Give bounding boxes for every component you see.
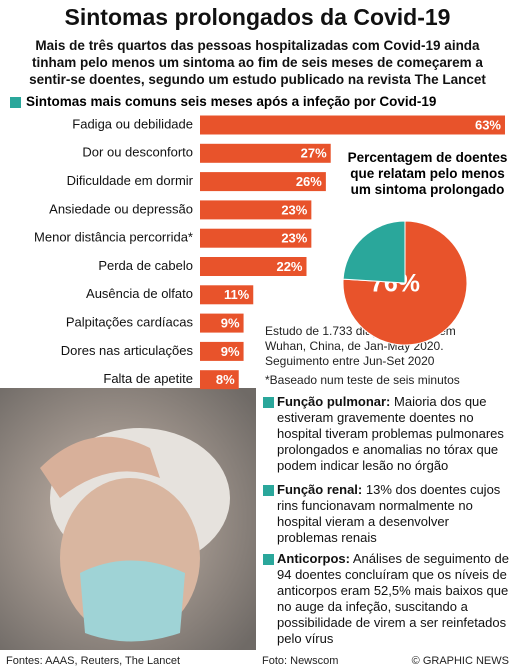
pie-slice: [342, 220, 406, 284]
category-label: Dificuldade em dormir: [67, 173, 194, 188]
finding-text: Análises de seguimento de 94 doentes con…: [277, 551, 509, 646]
bar: [200, 257, 307, 276]
bar: [200, 313, 244, 333]
value-label: 22%: [276, 259, 302, 274]
bar: [200, 285, 254, 305]
value-label: 8%: [216, 372, 235, 387]
value-label: 23%: [281, 231, 307, 246]
category-label: Perda de cabelo: [98, 258, 193, 273]
value-label: 63%: [475, 117, 501, 132]
finding-heading: Anticorpos:: [277, 551, 350, 566]
title: Sintomas prolongados da Covid-19: [64, 4, 451, 30]
category-label: Ansiedade ou depressão: [49, 201, 193, 216]
bar: [200, 115, 505, 135]
value-label: 26%: [296, 174, 322, 189]
category-label: Ausência de olfato: [86, 286, 193, 301]
footnote: *Baseado num teste de seis minutos: [265, 373, 460, 387]
category-label: Dores nas articulações: [61, 343, 194, 358]
bar: [200, 200, 312, 220]
category-label: Palpitações cardíacas: [66, 315, 194, 330]
value-label: 27%: [301, 146, 327, 161]
teal-square: [263, 397, 274, 408]
charts: Fadiga ou debilidade 63% Dor ou desconfort…: [34, 115, 505, 390]
value-label: 9%: [221, 344, 240, 359]
teal-square: [263, 554, 274, 565]
category-label: Falta de apetite: [103, 371, 193, 386]
finding-text: Maioria dos que estiveram gravemente doe…: [277, 394, 504, 473]
finding-heading: Função pulmonar:: [277, 394, 391, 409]
value-label: 9%: [221, 316, 240, 331]
finding: Função pulmonar: Maioria dos que estiver…: [262, 394, 510, 474]
bar: [200, 370, 239, 390]
pie-chart-title: Percentagem de doentes que relatam pelo …: [347, 150, 508, 197]
finding-text: 13% dos doentes cujos rins funcionavam n…: [277, 482, 501, 545]
category-label: Dor ou desconforto: [82, 145, 193, 160]
finding: Anticorpos: Análises de seguimento de 94…: [262, 551, 510, 647]
finding-heading: Função renal:: [277, 482, 363, 497]
teal-square: [263, 485, 274, 496]
sources: Fontes: AAAS, Reuters, The Lancet: [6, 655, 181, 667]
category-label: Fadiga ou debilidade: [72, 116, 193, 131]
bar: [200, 172, 326, 192]
bar: [200, 228, 312, 248]
photo-credit: Foto: Newscom: [262, 655, 339, 667]
bar: [200, 341, 244, 361]
credit: © GRAPHIC NEWS: [411, 655, 509, 667]
subtitle: Mais de três quartos das pessoas hospita…: [29, 38, 486, 87]
value-label: 11%: [224, 287, 250, 302]
bar-chart-title: Sintomas mais comuns seis meses após a i…: [26, 94, 437, 109]
finding: Função renal: 13% dos doentes cujos rins…: [262, 482, 510, 546]
bar: [200, 143, 331, 163]
value-label: 23%: [281, 202, 307, 217]
teal-square: [10, 97, 21, 108]
photo: [0, 388, 256, 650]
category-label: Menor distância percorrida*: [34, 230, 193, 245]
